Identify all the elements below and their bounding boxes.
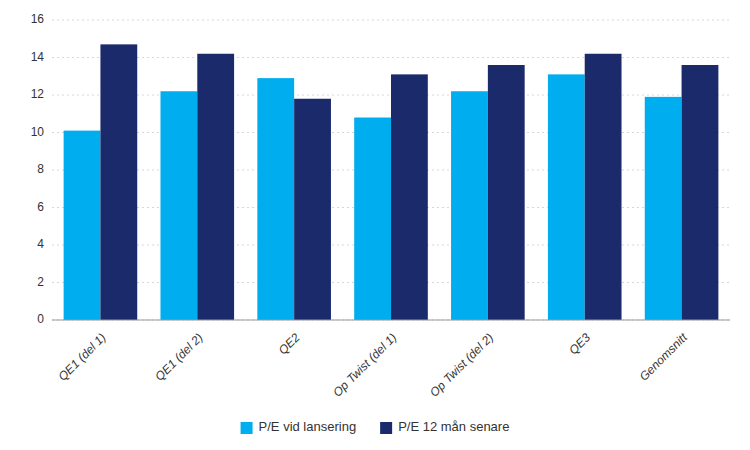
legend: P/E vid lansering P/E 12 mån senare — [241, 419, 510, 434]
grid-line — [52, 57, 730, 58]
bar — [294, 99, 331, 320]
bar — [391, 74, 428, 320]
x-tick-label: Genomsnitt — [637, 330, 691, 384]
y-tick-label: 6 — [37, 200, 44, 214]
legend-label: P/E vid lansering — [259, 419, 357, 434]
y-tick-label: 10 — [31, 125, 45, 139]
x-axis: QE1 (del 1) QE1 (del 2) QE2 Op Twist (del 1… — [55, 330, 690, 400]
y-tick-label: 4 — [37, 237, 44, 251]
x-tick-label: QE1 (del 1) — [55, 330, 108, 383]
x-tick-label: QE3 — [566, 330, 593, 357]
grid — [52, 20, 730, 320]
bar — [585, 54, 622, 320]
bar — [451, 91, 488, 320]
x-tick-label: QE1 (del 2) — [152, 330, 205, 383]
grid-line — [52, 320, 730, 321]
bar — [257, 78, 294, 320]
bar — [100, 44, 137, 320]
legend-label: P/E 12 mån senare — [398, 419, 509, 434]
x-tick-label: Op Twist (del 2) — [427, 330, 496, 399]
x-tick-label: Op Twist (del 1) — [330, 330, 399, 399]
bar — [197, 54, 234, 320]
bar — [548, 74, 585, 320]
bar — [488, 65, 525, 320]
legend-swatch — [241, 422, 253, 434]
grid-line — [52, 20, 730, 21]
y-tick-label: 2 — [37, 275, 44, 289]
y-tick-label: 12 — [31, 87, 45, 101]
y-tick-label: 14 — [31, 50, 45, 64]
chart: 0 2 4 6 8 10 12 14 16 QE1 (del 1) QE1 (del 2) QE2 Op… — [0, 0, 750, 450]
y-tick-label: 8 — [37, 162, 44, 176]
x-tick-label: QE2 — [276, 330, 303, 357]
bar — [64, 131, 101, 320]
bars — [64, 44, 719, 320]
y-axis: 0 2 4 6 8 10 12 14 16 — [31, 12, 45, 326]
bar — [160, 91, 197, 320]
bar — [645, 97, 682, 320]
y-tick-label: 16 — [31, 12, 45, 26]
bar — [682, 65, 719, 320]
bar — [354, 118, 391, 321]
legend-swatch — [380, 422, 392, 434]
x-axis-line — [52, 320, 730, 321]
y-tick-label: 0 — [37, 312, 44, 326]
